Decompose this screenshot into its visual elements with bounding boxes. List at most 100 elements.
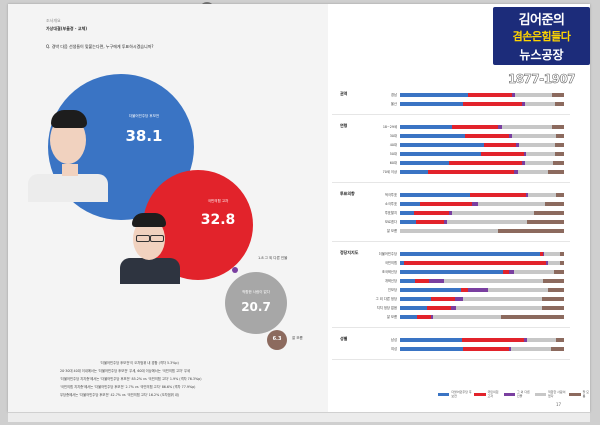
section-divider	[332, 182, 570, 183]
bar-segment	[461, 288, 468, 292]
stacked-bar	[400, 93, 564, 97]
bar-segment	[400, 143, 484, 147]
legend-item: 잘 모름	[569, 390, 590, 398]
bar-segment	[400, 102, 464, 106]
player-bar[interactable]	[8, 412, 590, 422]
bar-segment	[400, 193, 471, 197]
stacked-bar	[400, 134, 564, 138]
row-label: 잘 모름	[386, 315, 397, 319]
bar-segment	[400, 315, 417, 319]
bar-segment	[527, 220, 564, 224]
row-label: 개혁신당	[384, 279, 397, 283]
footnote-5: 무당층에서는 '더불어민주당 후보전' 42.7% vs '국민의힘 고자' 1…	[60, 393, 180, 397]
candidate-2-name: 국민의힘 고자	[207, 199, 229, 203]
logo-line1: 김어준의	[518, 13, 565, 28]
bar-segment	[498, 125, 503, 129]
row-label: 진보당	[387, 288, 397, 292]
row-label: 조국혁신당	[381, 270, 397, 274]
bar-segment	[404, 261, 547, 265]
bubble-other	[232, 267, 238, 273]
bar-segment	[467, 288, 489, 292]
bar-segment	[400, 152, 481, 156]
bar-segment	[470, 193, 527, 197]
bar-segment	[547, 170, 564, 174]
legend-label: 적합한 사람이 없다	[547, 390, 566, 398]
logo-line2: 겸손은힘들다	[512, 30, 571, 43]
bar-segment	[454, 297, 464, 301]
bar-segment	[471, 202, 479, 206]
bar-segment	[556, 134, 564, 138]
bar-segment	[542, 252, 544, 256]
legend-item: 국민의힘 고자	[474, 390, 501, 398]
bar-segment	[523, 338, 528, 342]
bar-segment	[526, 193, 529, 197]
bar-segment	[511, 134, 557, 138]
bar-segment	[432, 315, 502, 319]
footnote-1: '더불어민주당 후보전'이 오차범위 내 경합 (격차 5.3%p)	[100, 361, 179, 365]
stacked-bar	[400, 288, 564, 292]
legend-swatch	[534, 392, 546, 396]
legend: 더불어민주당 후보전 국민의힘 고자 그 외 다른 인물 적합한 사람이 없다 잘 모름	[438, 390, 590, 398]
section-label: 권역	[340, 91, 348, 96]
bar-segment	[426, 306, 451, 310]
row-label: 그 외 다른 정당	[375, 297, 397, 301]
bar-segment	[518, 143, 556, 147]
stacked-bar	[400, 252, 564, 256]
bar-segment	[400, 161, 450, 165]
footnote-2: 20·30대 40대 이내에서는 '더불어민주당 후보전' 우세, 60대 이상…	[60, 369, 191, 373]
bar-segment	[556, 193, 564, 197]
section-label: 성별	[340, 336, 348, 341]
bar-segment	[514, 93, 553, 97]
page-number: 17	[556, 402, 562, 407]
bar-segment	[430, 315, 433, 319]
bar-segment	[478, 202, 545, 206]
bar-segment	[449, 161, 522, 165]
bar-segment	[400, 229, 499, 233]
legend-swatch	[474, 392, 486, 396]
stacked-bar	[400, 297, 564, 301]
question-text: Q. 경박 다음 선생들이 맞붙는다면, 누구에게 투표하시겠습니까?	[46, 44, 154, 49]
bar-segment	[451, 125, 499, 129]
header-tag: 조사개요	[46, 18, 61, 23]
bar-segment	[447, 220, 528, 224]
bar-segment	[452, 211, 534, 215]
row-label: 모르겠다	[384, 220, 397, 224]
breakdown-panel: 권역 경남 울산 연령 18~29세 30대 40대 50대 60대 70세 이상 투표의향 적극투표…	[328, 4, 590, 412]
bar-segment	[448, 211, 453, 215]
legend-item: 적합한 사람이 없다	[534, 390, 568, 398]
row-label: 더불어민주당	[378, 252, 397, 256]
legend-swatch	[503, 392, 515, 396]
stacked-bar	[400, 211, 564, 215]
bar-segment	[400, 202, 420, 206]
bar-segment	[450, 306, 456, 310]
bar-segment	[498, 229, 564, 233]
bar-segment	[542, 279, 564, 283]
bar-segment	[514, 170, 518, 174]
legend-label: 그 외 다른 인물	[516, 390, 530, 398]
note-unknown: 잘 모름	[292, 336, 303, 340]
section-divider	[332, 359, 570, 360]
bar-segment	[547, 261, 561, 265]
candidate-2-value: 32.8	[200, 212, 236, 228]
bar-segment	[480, 152, 524, 156]
bar-segment	[463, 102, 522, 106]
candidate-1-name: 더불어민주당 후보전	[128, 114, 160, 118]
bar-segment	[413, 211, 449, 215]
bar-segment	[539, 252, 543, 256]
bar-segment	[400, 220, 417, 224]
bar-segment	[455, 306, 542, 310]
bar-segment	[533, 211, 564, 215]
bar-segment	[555, 338, 564, 342]
bar-segment	[488, 288, 548, 292]
stacked-bar	[400, 152, 564, 156]
row-label: 18~29세	[382, 125, 397, 129]
bar-segment	[546, 261, 548, 265]
bar-segment	[400, 297, 431, 301]
stacked-bar	[400, 229, 564, 233]
stacked-bar	[400, 315, 564, 319]
bar-segment	[516, 143, 519, 147]
bar-segment	[552, 161, 564, 165]
stacked-bar	[400, 306, 564, 310]
bar-segment	[400, 306, 427, 310]
legend-label: 국민의힘 고자	[487, 390, 499, 398]
